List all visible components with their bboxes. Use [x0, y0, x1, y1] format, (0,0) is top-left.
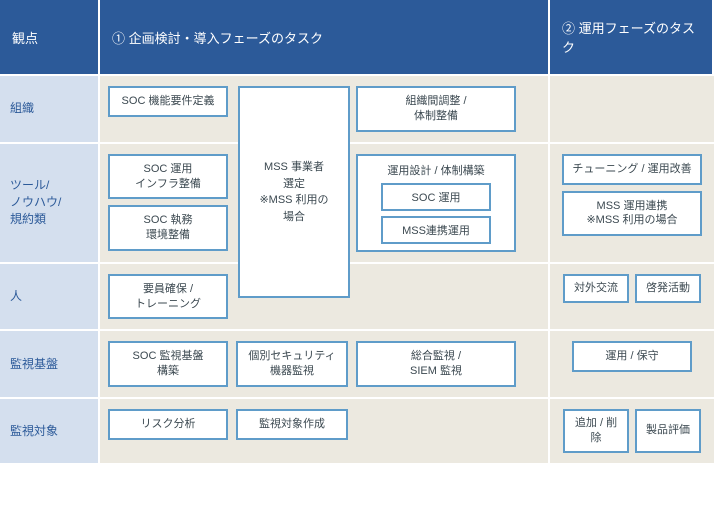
- box-mss-vendor-select: MSS 事業者 選定 ※MSS 利用の 場合: [238, 86, 350, 298]
- box-mss-ops-link: MSS 運用連携 ※MSS 利用の場合: [562, 191, 702, 237]
- box-awareness: 啓発活動: [635, 274, 701, 303]
- box-target-create: 監視対象作成: [236, 409, 348, 440]
- box-ops-maint: 運用 / 保守: [572, 341, 692, 372]
- phase1-monitor-platform: SOC 監視基盤 構築 個別セキュリティ 機器監視 総合監視 / SIEM 監視: [100, 329, 550, 397]
- box-tuning: チューニング / 運用改善: [562, 154, 702, 185]
- box-external-exchange: 対外交流: [563, 274, 629, 303]
- phase2-monitor-platform: 運用 / 保守: [550, 329, 714, 397]
- phase1-org: MSS 事業者 選定 ※MSS 利用の 場合 SOC 機能要件定義 組織間調整 …: [100, 74, 550, 142]
- box-soc-infra: SOC 運用 インフラ整備: [108, 154, 228, 200]
- box-soc-req-def: SOC 機能要件定義: [108, 86, 228, 117]
- header-viewpoint: 観点: [0, 0, 100, 74]
- phase1-monitor-target: リスク分析 監視対象作成: [100, 397, 550, 463]
- box-org-coord: 組織間調整 / 体制整備: [356, 86, 516, 132]
- phase2-monitor-target: 追加 / 削除 製品評価: [550, 397, 714, 463]
- rowlabel-tools: ツール/ ノウハウ/ 規約類: [0, 142, 100, 262]
- box-soc-ops: SOC 運用: [381, 183, 491, 211]
- header-phase2: ② 運用フェーズのタスク: [550, 0, 714, 74]
- box-product-eval: 製品評価: [635, 409, 701, 453]
- phase2-people: 対外交流 啓発活動: [550, 262, 714, 330]
- box-ops-design-group: 運用設計 / 体制構築 SOC 運用 MSS連携運用: [356, 154, 516, 252]
- soc-task-matrix: 観点 ① 企画検討・導入フェーズのタスク ② 運用フェーズのタスク 組織 MSS…: [0, 0, 714, 463]
- box-soc-monitor-build: SOC 監視基盤 構築: [108, 341, 228, 387]
- header-phase1: ① 企画検討・導入フェーズのタスク: [100, 0, 550, 74]
- rowlabel-monitor-target: 監視対象: [0, 397, 100, 463]
- rowlabel-people: 人: [0, 262, 100, 330]
- rowlabel-monitor-platform: 監視基盤: [0, 329, 100, 397]
- box-ops-design-title: 運用設計 / 体制構築: [387, 162, 484, 178]
- box-indiv-sec-monitor: 個別セキュリティ 機器監視: [236, 341, 348, 387]
- box-add-remove: 追加 / 削除: [563, 409, 629, 453]
- box-mss-link-ops: MSS連携運用: [381, 216, 491, 244]
- box-staffing-training: 要員確保 / トレーニング: [108, 274, 228, 320]
- box-risk-analysis: リスク分析: [108, 409, 228, 440]
- box-soc-workenv: SOC 執務 環境整備: [108, 205, 228, 251]
- rowlabel-org: 組織: [0, 74, 100, 142]
- phase2-org: [550, 74, 714, 142]
- box-siem-monitor: 総合監視 / SIEM 監視: [356, 341, 516, 387]
- phase2-tools: チューニング / 運用改善 MSS 運用連携 ※MSS 利用の場合: [550, 142, 714, 262]
